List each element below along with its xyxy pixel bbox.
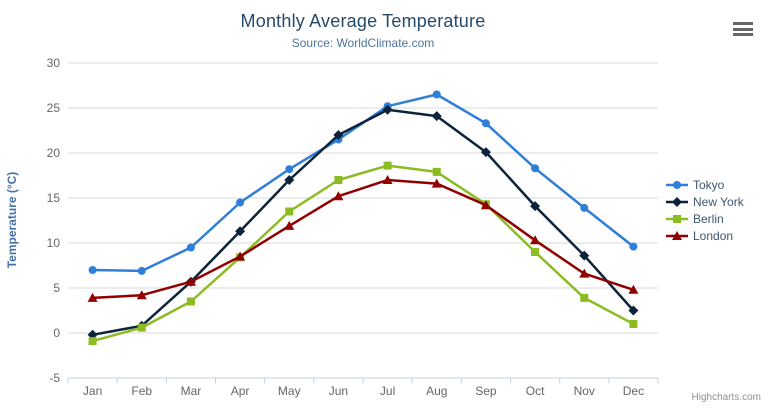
data-point-marker[interactable] — [432, 90, 441, 99]
data-point-marker[interactable] — [136, 290, 147, 300]
data-point-marker[interactable] — [382, 104, 393, 115]
data-point-marker[interactable] — [629, 242, 638, 251]
data-point-marker[interactable] — [137, 266, 146, 275]
data-point-marker[interactable] — [628, 305, 639, 316]
legend-item-berlin[interactable]: Berlin — [666, 210, 744, 227]
x-axis-tick-label: Feb — [131, 384, 152, 398]
legend-marker-square-icon — [666, 214, 688, 223]
legend-label: London — [693, 228, 734, 243]
data-point-marker[interactable] — [236, 198, 245, 207]
data-point-marker[interactable] — [431, 111, 442, 122]
legend-marker-triangle-icon — [666, 230, 688, 240]
data-point-marker[interactable] — [628, 284, 639, 294]
y-axis-tick-label: 5 — [53, 281, 60, 295]
series-line-berlin — [92, 164, 635, 343]
data-point-marker[interactable] — [432, 167, 441, 176]
y-axis-tick-label: -5 — [49, 371, 60, 385]
legend-item-tokyo[interactable]: Tokyo — [666, 176, 744, 193]
data-point-marker[interactable] — [383, 161, 392, 170]
data-point-marker[interactable] — [580, 293, 589, 302]
legend-item-new-york[interactable]: New York — [666, 193, 744, 210]
data-point-marker[interactable] — [481, 119, 490, 128]
series-tokyo — [88, 90, 638, 275]
data-point-marker[interactable] — [284, 175, 295, 185]
series-london — [87, 175, 639, 302]
data-point-marker[interactable] — [88, 266, 97, 274]
legend-label: Tokyo — [693, 177, 725, 192]
x-axis-tick-label: Apr — [231, 384, 250, 398]
y-axis-tick-label: 15 — [47, 191, 61, 205]
series-line-london — [92, 178, 634, 300]
series-line-tokyo — [92, 93, 635, 273]
y-axis-title: Temperature (°C) — [5, 172, 19, 269]
hamburger-icon — [733, 33, 753, 36]
data-point-marker[interactable] — [88, 337, 97, 346]
y-axis-tick-label: 25 — [47, 101, 61, 115]
x-axis-tick-label: Jul — [380, 384, 395, 398]
data-point-marker[interactable] — [672, 230, 682, 240]
x-axis-tick-label: Dec — [623, 384, 644, 398]
credits-link[interactable]: Highcharts.com — [691, 392, 761, 403]
y-axis-tick-label: 30 — [47, 56, 61, 70]
data-point-marker[interactable] — [530, 235, 541, 245]
data-point-marker[interactable] — [629, 320, 638, 328]
data-point-marker[interactable] — [87, 292, 98, 302]
series-new-york — [87, 104, 639, 340]
data-point-marker[interactable] — [480, 200, 491, 210]
data-point-marker[interactable] — [579, 268, 590, 278]
data-point-marker[interactable] — [530, 201, 541, 212]
legend-marker-diamond-icon — [666, 196, 688, 207]
chart-subtitle: Source: WorldClimate.com — [291, 36, 435, 50]
data-point-marker[interactable] — [673, 180, 681, 189]
legend: Tokyo New York Berlin London — [666, 176, 744, 244]
data-point-marker[interactable] — [284, 220, 295, 230]
data-point-marker[interactable] — [480, 147, 491, 158]
data-point-marker[interactable] — [333, 191, 344, 201]
data-point-marker[interactable] — [334, 176, 343, 184]
hamburger-icon — [733, 22, 753, 25]
data-point-marker[interactable] — [137, 323, 146, 332]
data-point-marker[interactable] — [580, 203, 589, 212]
legend-marker-circle-icon — [666, 180, 688, 189]
chart-title: Monthly Average Temperature — [240, 11, 486, 31]
data-point-marker[interactable] — [673, 214, 681, 223]
data-point-marker[interactable] — [579, 250, 590, 261]
data-point-marker[interactable] — [235, 226, 246, 237]
x-axis-tick-label: Nov — [574, 384, 595, 398]
x-axis-tick-label: Sep — [475, 384, 497, 398]
data-point-marker[interactable] — [333, 130, 344, 140]
data-point-marker[interactable] — [382, 175, 393, 184]
x-axis-tick-label: Oct — [526, 384, 545, 398]
y-axis-tick-label: 10 — [47, 236, 61, 250]
data-point-marker[interactable] — [285, 165, 294, 174]
hamburger-icon — [733, 27, 753, 31]
data-point-marker[interactable] — [186, 297, 195, 306]
legend-item-london[interactable]: London — [666, 227, 744, 244]
y-axis-tick-label: 0 — [53, 326, 60, 340]
data-point-marker[interactable] — [185, 276, 196, 286]
x-axis-tick-label: Jun — [329, 384, 348, 398]
data-point-marker[interactable] — [531, 248, 540, 256]
data-point-marker[interactable] — [672, 196, 682, 207]
series-line-new-york — [92, 108, 635, 337]
data-point-marker[interactable] — [531, 164, 540, 173]
legend-label: Berlin — [693, 211, 724, 226]
data-point-marker[interactable] — [285, 207, 294, 216]
context-menu-button[interactable] — [731, 20, 755, 40]
data-point-marker[interactable] — [186, 243, 195, 252]
data-point-marker[interactable] — [431, 178, 442, 188]
y-axis-tick-label: 20 — [47, 146, 61, 160]
x-axis-tick-label: Mar — [181, 384, 202, 398]
x-axis-tick-label: Aug — [426, 384, 447, 398]
legend-label: New York — [693, 194, 744, 209]
x-axis-tick-label: Jan — [83, 384, 102, 398]
data-point-marker[interactable] — [235, 251, 246, 261]
x-axis-tick-label: May — [278, 384, 301, 398]
